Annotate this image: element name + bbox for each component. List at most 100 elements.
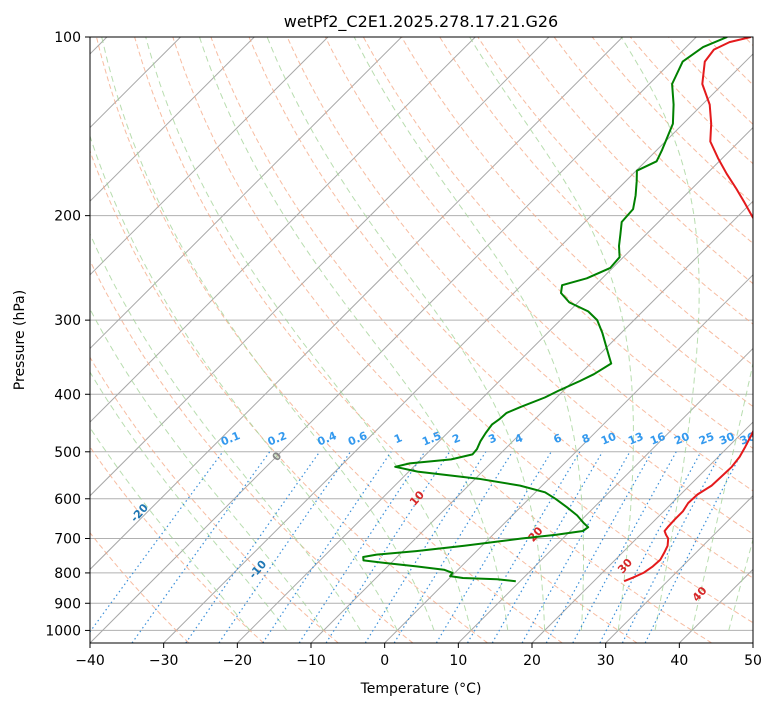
moist-adiabat: [266, 37, 546, 631]
isotherm: [384, 274, 753, 643]
moist-adiabat: [90, 308, 325, 631]
x-tick-label: −20: [223, 653, 253, 669]
moist-adiabat: [101, 37, 435, 631]
isotherm: [90, 37, 697, 643]
mixing-ratio-label: 3: [486, 431, 498, 446]
dry-adiabat: [96, 37, 563, 643]
dry-adiabat: [515, 37, 753, 285]
dry-adiabat: [210, 37, 753, 624]
x-axis-label: Temperature (°C): [360, 681, 482, 697]
isotherm: [90, 37, 550, 497]
dry-adiabat: [439, 37, 753, 366]
isotherm: [236, 126, 753, 643]
temperature-profile-line: [623, 37, 753, 583]
mixing-ratio-line: [262, 451, 392, 643]
mixing-ratio-label: 36: [738, 430, 757, 448]
dewpoint-profile-line: [362, 37, 728, 583]
y-tick-label: 300: [54, 313, 81, 329]
skewed-isotherms: [90, 37, 753, 643]
plot-frame: [89, 36, 754, 644]
x-tick-label: 50: [744, 653, 762, 669]
y-tick-label: 100: [54, 30, 81, 46]
mixing-ratio-line: [466, 451, 581, 643]
y-tick-label: 1000: [45, 623, 81, 639]
dry-adiabat: [90, 259, 414, 643]
mixing-ratio-line: [325, 451, 451, 643]
dry-adiabat: [286, 37, 753, 535]
mixing-ratio-label: 1: [392, 431, 404, 446]
x-axis-ticks: −40 −30 −20 −10 0 10 20 30 40 50: [75, 643, 762, 669]
mixing-ratio-lines: [90, 451, 743, 643]
y-tick-label: 700: [54, 532, 81, 548]
dry-adiabats: [90, 37, 753, 643]
mixing-ratio-label: 8: [580, 431, 592, 446]
dry-adiabat: [248, 37, 753, 579]
x-tick-label: 20: [523, 653, 541, 669]
isotherm: [90, 37, 623, 571]
mixing-ratio-line: [185, 451, 321, 643]
mixing-ratio-label: 30: [717, 430, 736, 448]
isotherm: [90, 37, 329, 276]
isotherm: [457, 347, 753, 643]
mixing-ratio-line: [298, 451, 426, 643]
dry-adiabat: [90, 149, 488, 643]
moist-adiabat: [145, 37, 472, 631]
moist-adiabat: [90, 134, 398, 631]
chart-title: wetPf2_C2E1.2025.278.17.21.G26: [284, 12, 558, 32]
y-tick-label: 200: [54, 209, 81, 225]
mixing-ratio-line: [599, 451, 702, 643]
mixing-ratio-line: [572, 451, 677, 643]
dry-adiabat: [90, 531, 190, 643]
isotherm: [605, 495, 753, 643]
x-tick-label: 30: [597, 653, 615, 669]
dry-adiabat: [90, 446, 264, 643]
y-tick-label: 600: [54, 492, 81, 508]
sounding-profiles: [362, 37, 753, 583]
isotherm: [90, 37, 476, 423]
y-tick-label: 500: [54, 445, 81, 461]
dry-adiabat: [324, 37, 753, 492]
dry-adiabat: [401, 37, 753, 408]
moist-adiabat: [90, 232, 361, 631]
isotherm: [163, 53, 753, 643]
pressure-grid: [90, 37, 753, 631]
dry-adiabat: [172, 37, 712, 643]
mixing-ratio-label: 2: [450, 431, 462, 446]
mixing-ratio-label: 25: [697, 430, 716, 448]
y-tick-label: 800: [54, 566, 81, 582]
moist-adiabat: [353, 37, 584, 631]
mixing-ratio-label: 16: [648, 430, 667, 448]
x-tick-label: 0: [380, 653, 389, 669]
y-tick-label: 400: [54, 387, 81, 403]
dry-adiabat: [90, 356, 339, 643]
moist-adiabat: [620, 37, 700, 631]
x-tick-label: −40: [75, 653, 105, 669]
isotherm: [90, 37, 402, 350]
dry-adiabat: [134, 37, 638, 643]
x-tick-label: −10: [296, 653, 326, 669]
dry-adiabat: [362, 37, 753, 449]
mixing-ratio-label: 20: [672, 430, 691, 448]
moist-adiabat: [90, 426, 251, 631]
mixing-ratio-line: [435, 451, 552, 643]
x-tick-label: 40: [670, 653, 688, 669]
y-axis-ticks: 100 200 300 400 500 600 700 800 900 1000: [45, 30, 90, 639]
x-tick-label: 10: [449, 653, 467, 669]
mixing-ratio-line: [393, 451, 513, 643]
moist-adiabat: [90, 371, 288, 631]
moist-adiabat: [469, 37, 634, 631]
moist-adiabat: [691, 361, 753, 631]
isotherm: [531, 421, 753, 643]
y-axis-label: Pressure (hPa): [12, 290, 28, 390]
isotherm: [90, 37, 255, 202]
plot-area: -100-90-80-70-60-50-40-30-20-100.10.20.4…: [90, 37, 757, 643]
y-tick-label: 900: [54, 596, 81, 612]
mixing-ratio-line: [218, 451, 351, 643]
mixing-ratio-label: 13: [626, 430, 645, 448]
mixing-ratio-label: 10: [599, 430, 618, 448]
x-tick-label: −30: [149, 653, 179, 669]
moist-adiabat: [728, 537, 753, 631]
mixing-ratio-line: [364, 451, 487, 643]
